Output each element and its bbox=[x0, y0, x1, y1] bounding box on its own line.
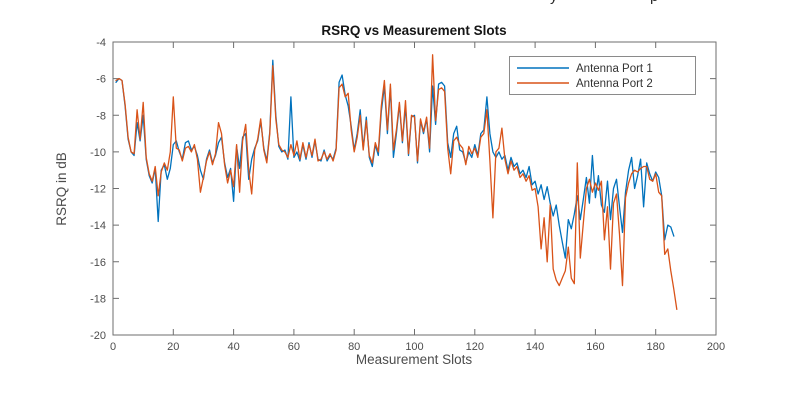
x-tick-label: 100 bbox=[405, 341, 423, 353]
x-axis-ticks bbox=[112, 42, 717, 335]
legend-label-port1: Antenna Port 1 bbox=[576, 63, 653, 75]
y-axis-tick-labels: -20 -18 -16 -14 -12 -10 -8 -6 -4 bbox=[90, 37, 106, 342]
cropped-text-fragment: y bbox=[550, 0, 564, 6]
x-axis-label: Measurement Slots bbox=[356, 352, 473, 367]
y-tick-label: -18 bbox=[90, 293, 106, 305]
y-axis-label: RSRQ in dB bbox=[54, 152, 69, 226]
y-tick-label: -12 bbox=[90, 184, 106, 196]
x-tick-label: 80 bbox=[348, 341, 360, 353]
x-tick-label: 200 bbox=[707, 341, 725, 353]
y-axis-ticks bbox=[113, 41, 716, 336]
x-tick-label: 180 bbox=[647, 341, 665, 353]
y-tick-label: -20 bbox=[90, 330, 106, 342]
y-tick-label: -4 bbox=[96, 37, 106, 49]
legend-label-port2: Antenna Port 2 bbox=[576, 78, 653, 90]
series-line-2 bbox=[115, 54, 678, 311]
x-tick-label: 40 bbox=[227, 341, 239, 353]
y-tick-label: -16 bbox=[90, 257, 106, 269]
legend-box bbox=[509, 56, 696, 95]
y-tick-label: -8 bbox=[96, 110, 106, 122]
y-tick-label: -10 bbox=[90, 147, 106, 159]
y-tick-label: -6 bbox=[96, 74, 106, 86]
chart-title: RSRQ vs Measurement Slots bbox=[321, 23, 506, 38]
x-tick-label: 140 bbox=[526, 341, 544, 353]
x-tick-label: 20 bbox=[167, 341, 179, 353]
cropped-text-fragment: p bbox=[650, 0, 664, 6]
x-axis-tick-labels: 0 20 40 60 80 100 120 140 160 180 200 bbox=[110, 341, 725, 353]
x-tick-label: 120 bbox=[466, 341, 484, 353]
x-tick-label: 0 bbox=[110, 341, 116, 353]
series-lines bbox=[115, 54, 678, 311]
x-tick-label: 160 bbox=[586, 341, 604, 353]
x-tick-label: 60 bbox=[288, 341, 300, 353]
legend: Antenna Port 1 Antenna Port 2 bbox=[509, 56, 696, 95]
y-tick-label: -14 bbox=[90, 220, 106, 232]
